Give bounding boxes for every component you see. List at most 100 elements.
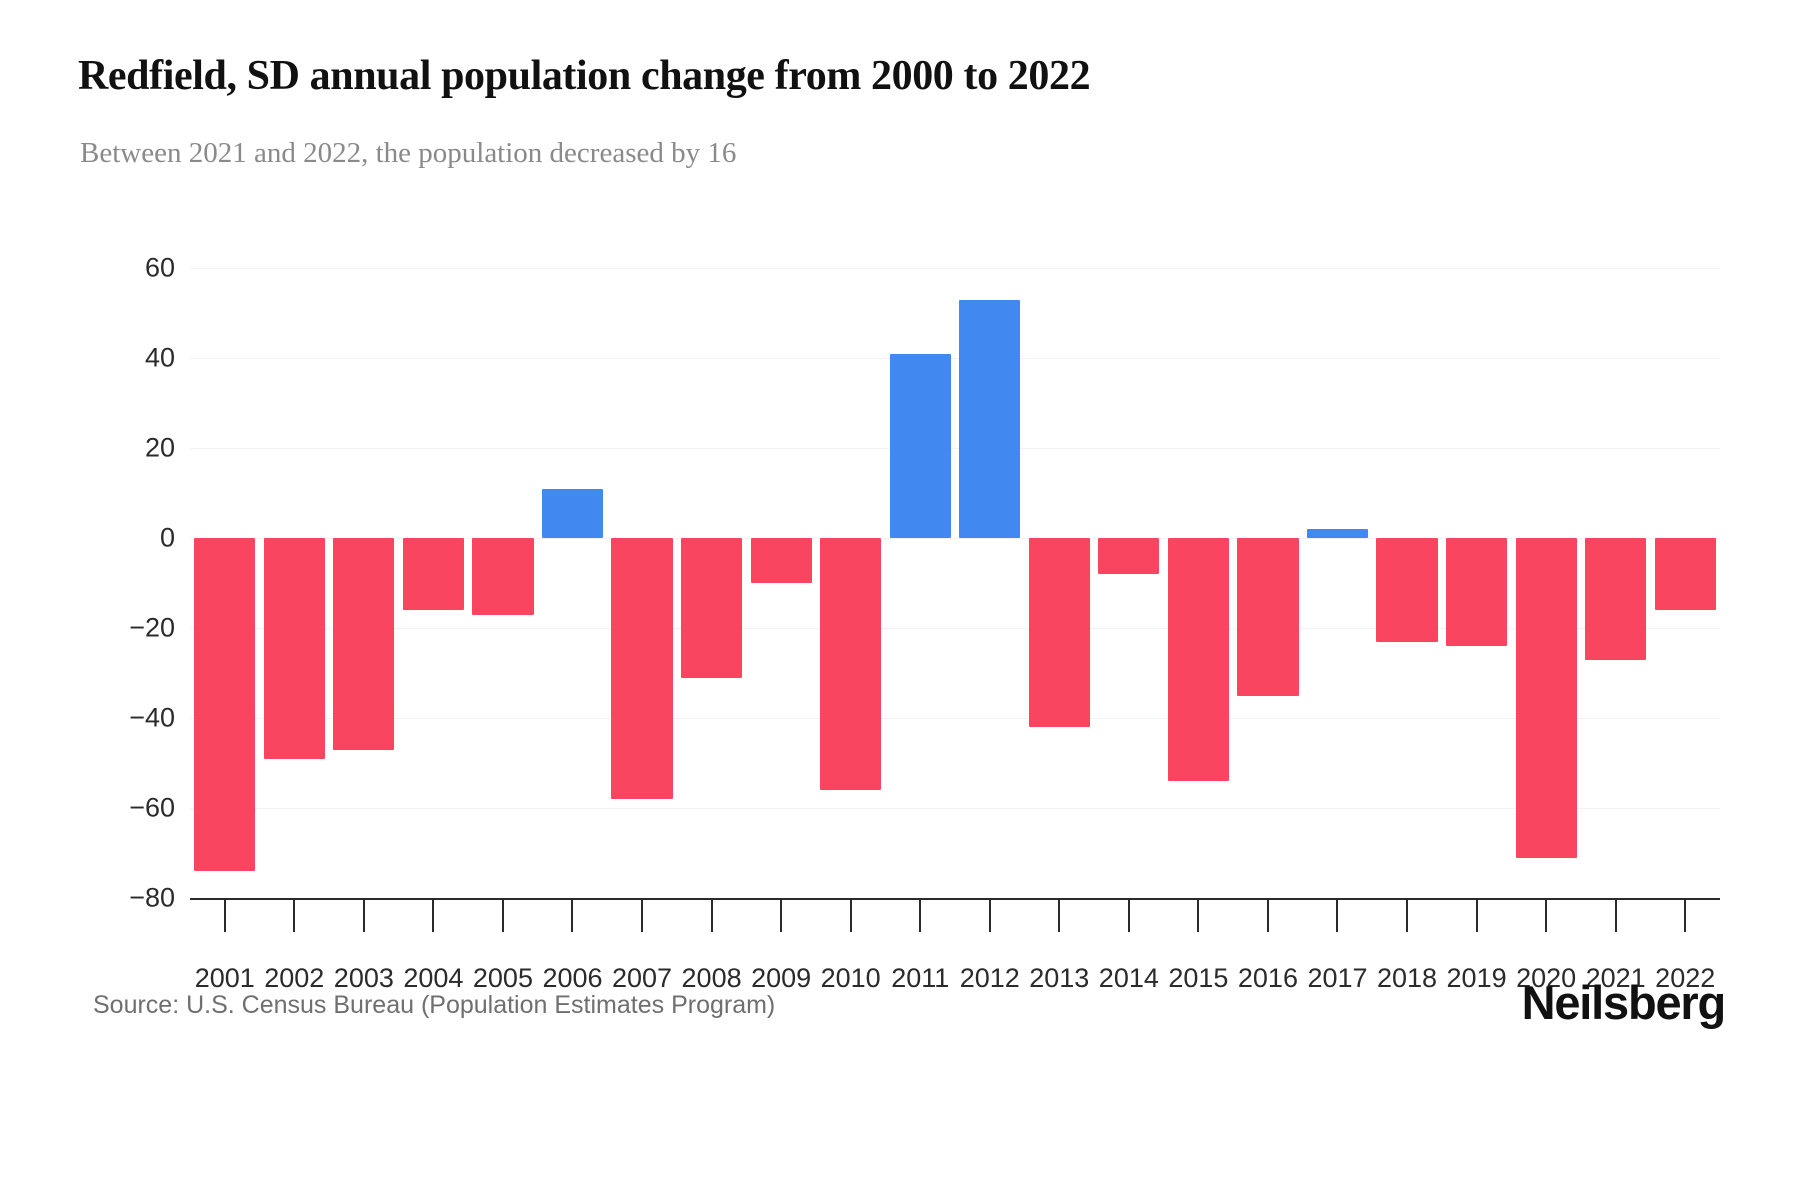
bar-slot: 2004 [399,268,469,993]
bar-slot: 2020 [1511,268,1581,993]
bar[interactable] [1306,528,1369,538]
gridline [190,268,1720,269]
bar-slot: 2005 [468,268,538,993]
bar-slot: 2002 [260,268,330,993]
bar-slot: 2019 [1442,268,1512,993]
x-axis-label: 2007 [611,963,673,993]
x-axis-tick [1475,900,1478,932]
x-axis-label: 2011 [891,963,950,993]
bar-slot: 2022 [1650,268,1720,993]
y-axis-label: −40 [129,702,175,733]
bar-slot: 2017 [1303,268,1373,993]
bar[interactable] [611,538,673,799]
bar-slot: 2006 [538,268,608,993]
chart-subtitle: Between 2021 and 2022, the population de… [80,137,737,169]
x-axis-tick [1545,900,1548,932]
x-axis-label: 2013 [1029,963,1090,993]
x-axis-label: 2009 [751,963,812,993]
x-axis-label: 2022 [1655,963,1716,993]
x-axis-tick [501,900,504,932]
x-axis-label: 2010 [820,963,881,993]
bar-slot: 2014 [1094,268,1164,993]
x-axis-label: 2012 [959,963,1020,993]
plot-area: 60 40 20 0 −20 −40 −60 −80 2001 2002 2003 2004 2005… [129,253,1720,993]
x-axis-label: 2001 [194,963,255,993]
bar-slot: 2013 [1025,268,1095,993]
bar[interactable] [402,538,464,610]
bar[interactable] [333,538,395,750]
bar[interactable] [959,299,1021,538]
x-axis-label: 2014 [1098,963,1159,993]
x-axis-tick [1614,900,1617,932]
x-axis-label: 2016 [1237,963,1298,993]
x-axis-tick [780,900,783,932]
x-axis-tick [1336,900,1339,932]
gridline [190,718,1720,719]
x-axis-tick [849,900,852,932]
gridline [190,628,1720,629]
bar[interactable] [1376,538,1438,642]
page-title: Redfield, SD annual population change fr… [78,53,1091,99]
x-axis-tick [1266,900,1269,932]
gridline [190,448,1720,449]
x-axis-tick [988,900,991,932]
y-axis-label: −60 [129,792,175,823]
bar-slot: 2007 [607,268,677,993]
x-axis-label: 2021 [1585,963,1646,993]
y-axis-label: −20 [129,612,175,643]
bar[interactable] [680,538,743,678]
bar-slot: 2008 [677,268,747,993]
y-axis-label: −80 [129,882,175,913]
bar-slot: 2021 [1581,268,1651,993]
x-axis-label: 2002 [264,963,325,993]
x-axis-tick [1684,900,1687,932]
x-axis-tick [293,900,296,932]
bar[interactable] [820,538,882,790]
x-axis-tick [571,900,574,932]
x-axis-label: 2004 [403,963,464,993]
x-axis-tick [710,900,713,932]
bar-slot: 2009 [746,268,816,993]
bar-slot: 2012 [955,268,1025,993]
y-axis-label: 40 [144,342,175,373]
bar[interactable] [194,538,256,871]
bar-slot: 2001 [190,268,260,993]
x-axis-tick [362,900,365,932]
bar-slot: 2018 [1372,268,1442,993]
bar[interactable] [1237,538,1299,696]
x-axis-tick [1197,900,1200,932]
x-axis-tick [641,900,644,932]
x-axis-label: 2008 [681,963,742,993]
brand-logo: Neilsberg [1521,976,1727,1029]
bar[interactable] [1098,538,1160,574]
x-axis-tick [432,900,435,932]
bar[interactable] [1028,538,1090,727]
y-axis-label: 20 [144,432,175,463]
bar[interactable] [1515,538,1577,858]
x-axis-label: 2019 [1446,963,1507,993]
x-axis-tick [919,900,922,932]
x-axis-tick [1406,900,1409,932]
bar[interactable] [541,488,604,538]
source-note: Source: U.S. Census Bureau (Population E… [93,991,776,1019]
bar[interactable] [889,353,951,538]
bar[interactable] [263,538,325,759]
x-axis-label: 2006 [542,963,603,993]
gridline [190,358,1720,359]
x-axis-label: 2018 [1376,963,1438,993]
x-axis-line [190,898,1720,900]
bar[interactable] [1167,538,1229,781]
bar-slot: 2016 [1233,268,1303,993]
y-axis-label: 0 [159,522,175,553]
bar[interactable] [472,538,534,615]
bar[interactable] [1445,538,1508,646]
bar[interactable] [1585,538,1647,660]
x-axis-label: 2003 [333,963,394,993]
bar[interactable] [1654,538,1716,610]
gridline [190,538,1720,539]
y-axis-label: 60 [144,252,175,283]
x-axis-tick [1127,900,1130,932]
bar[interactable] [750,538,812,583]
x-axis-label: 2020 [1516,963,1577,993]
